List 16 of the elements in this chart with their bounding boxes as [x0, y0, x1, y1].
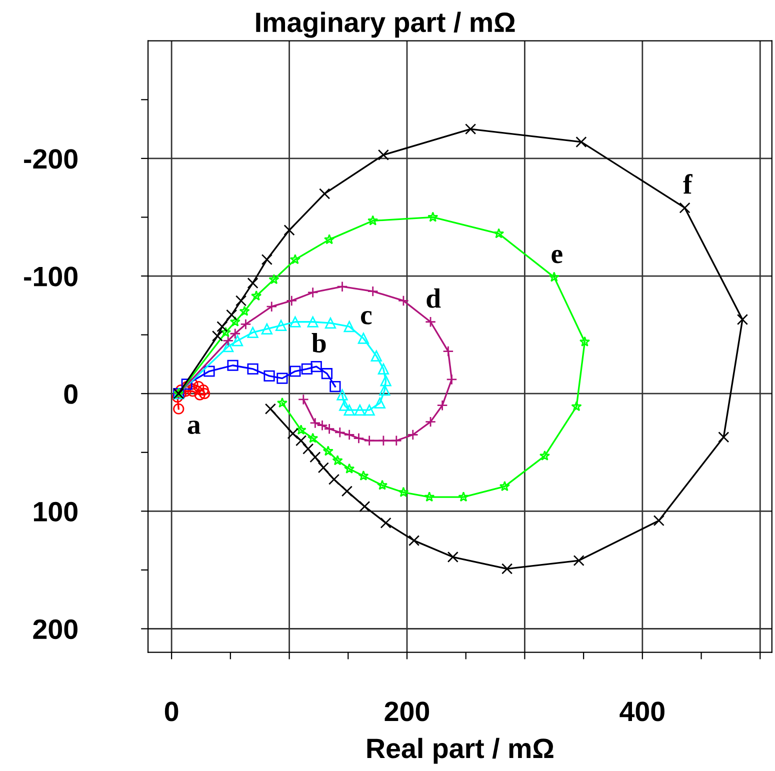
annotation: e — [552, 250, 562, 264]
annotation: d — [426, 288, 441, 308]
x-tick-label: 200 — [384, 702, 430, 722]
y-tick-label: -100 — [24, 266, 78, 286]
y-tick-label: 0 — [64, 384, 78, 404]
annotation: f — [683, 174, 692, 194]
y-axis-title: Imaginary part / mΩ — [256, 12, 515, 38]
y-tick-label: 200 — [33, 619, 78, 640]
annotation: c — [361, 310, 372, 324]
x-axis-title: Real part / mΩ — [367, 738, 554, 764]
x-tick-label: 0 — [164, 702, 178, 722]
annotation: a — [188, 420, 200, 434]
x-tick-label: 400 — [620, 702, 664, 722]
y-tick-label: -200 — [24, 149, 78, 169]
y-tick-label: 100 — [34, 502, 78, 522]
annotation: b — [312, 333, 326, 353]
